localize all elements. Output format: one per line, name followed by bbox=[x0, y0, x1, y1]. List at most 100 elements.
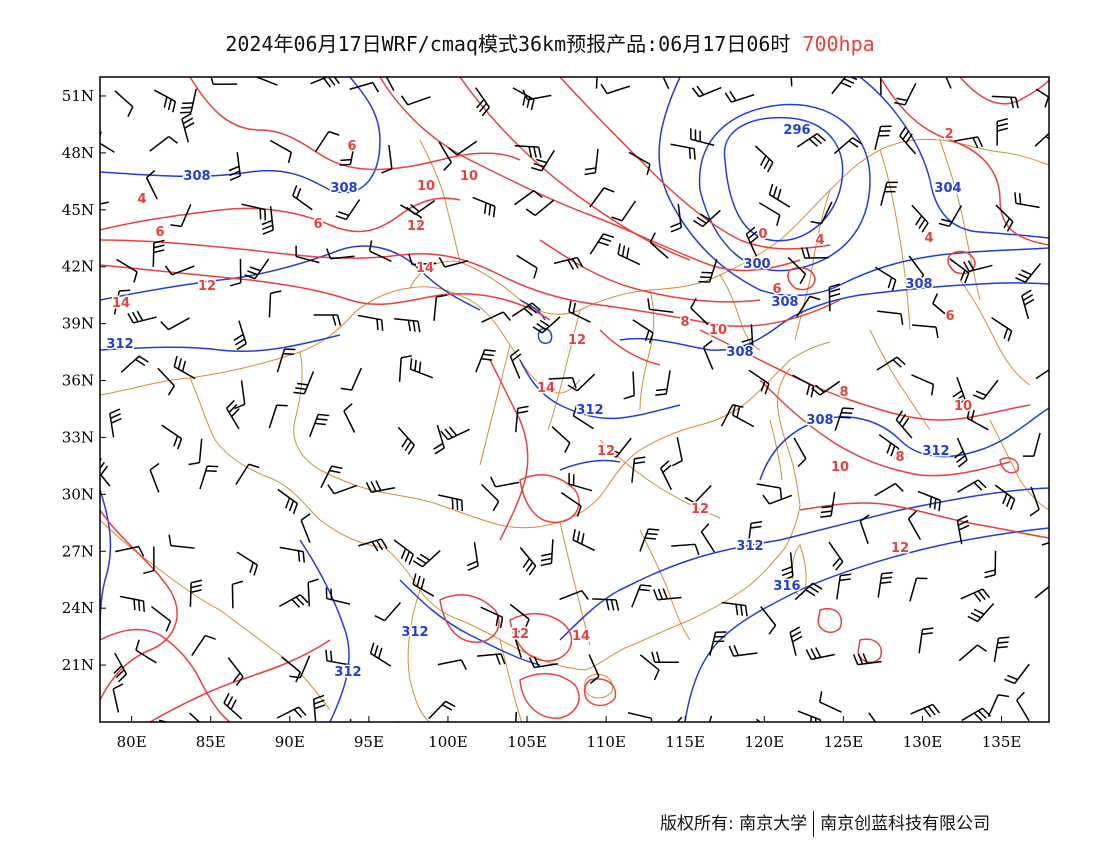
lat-tick-label: 39N bbox=[62, 315, 94, 333]
lon-tick-label: 120E bbox=[745, 733, 785, 751]
copyright-label: 版权所有: 南京大学 bbox=[660, 814, 808, 834]
wind-barb bbox=[295, 245, 320, 264]
wind-barb bbox=[748, 369, 770, 395]
temperature-label: 6 bbox=[347, 139, 356, 154]
height-label: 312 bbox=[106, 337, 133, 352]
wind-barb bbox=[234, 380, 246, 410]
wind-barb bbox=[991, 95, 1019, 109]
wind-barb bbox=[381, 144, 393, 174]
wind-barb bbox=[223, 692, 243, 720]
wind-barb bbox=[149, 462, 160, 493]
wind-barb bbox=[120, 355, 149, 373]
wind-barb bbox=[895, 410, 913, 439]
wind-barb bbox=[394, 317, 421, 333]
wind-barb bbox=[278, 594, 309, 608]
wind-barb bbox=[876, 356, 906, 371]
wind-barb bbox=[958, 644, 987, 662]
wind-barb bbox=[639, 654, 660, 681]
wind-barb bbox=[339, 140, 356, 166]
wind-barb bbox=[945, 77, 952, 89]
lat-tick-label: 21N bbox=[62, 656, 94, 674]
wind-barb bbox=[1014, 192, 1040, 209]
wind-barb bbox=[834, 407, 854, 432]
wind-barb bbox=[828, 541, 844, 571]
title-main: 2024年06月17日WRF/cmaq模式36km预报产品:06月17日06时 bbox=[225, 32, 791, 56]
wind-barb bbox=[670, 203, 683, 233]
wind-barb bbox=[745, 226, 760, 257]
wind-barb bbox=[307, 578, 319, 607]
wind-barb bbox=[1021, 289, 1035, 320]
wind-barb bbox=[511, 302, 541, 318]
wind-barb bbox=[702, 340, 714, 370]
wind-barb bbox=[158, 719, 170, 722]
wind-barb bbox=[691, 85, 722, 98]
wind-barb bbox=[810, 201, 833, 225]
wind-barb bbox=[600, 83, 631, 95]
wind-barb bbox=[448, 140, 478, 156]
temperature-label: 14 bbox=[416, 261, 434, 276]
wind-barb bbox=[433, 424, 445, 455]
wind-barb bbox=[611, 200, 637, 222]
wind-barb bbox=[397, 720, 400, 722]
wind-barb bbox=[475, 349, 496, 373]
wind-barb bbox=[836, 573, 852, 600]
wind-barb bbox=[113, 289, 131, 315]
wind-barb bbox=[1004, 663, 1030, 685]
wind-barb bbox=[276, 348, 296, 373]
wind-barb bbox=[724, 90, 755, 103]
wind-barb bbox=[649, 232, 669, 259]
temperature-contour-labels: 0 2 4 4 4 6 6 6 6 6 8 8 8 10 10 10 10 10 12 12 12 12 12 12 12 14 1… bbox=[110, 126, 973, 646]
wind-barb bbox=[588, 654, 600, 684]
wind-barb bbox=[228, 152, 242, 181]
wind-barb bbox=[831, 77, 858, 95]
wind-barb bbox=[112, 683, 124, 713]
wind-barb bbox=[116, 258, 138, 283]
wind-barb bbox=[966, 407, 989, 431]
wind-barb bbox=[793, 437, 807, 468]
wind-barb bbox=[490, 476, 520, 488]
wind-barb bbox=[956, 515, 970, 545]
temperature-label: 0 bbox=[758, 227, 767, 242]
wind-barb bbox=[693, 209, 721, 228]
wind-barb bbox=[911, 374, 935, 396]
wind-barb bbox=[438, 141, 452, 171]
height-label: 304 bbox=[934, 181, 961, 196]
wind-barb bbox=[406, 199, 436, 215]
wind-barb bbox=[1035, 368, 1049, 380]
wind-barb bbox=[760, 606, 777, 635]
temperature-label: 14 bbox=[572, 629, 590, 644]
wind-barb bbox=[828, 283, 841, 312]
height-label: 308 bbox=[771, 295, 798, 310]
wind-barb bbox=[1041, 541, 1049, 546]
wind-barb bbox=[762, 494, 793, 505]
height-contours bbox=[100, 77, 1049, 722]
wind-barb bbox=[560, 491, 582, 517]
wind-barb bbox=[595, 77, 598, 89]
wind-barb bbox=[647, 298, 674, 314]
height-label: 308 bbox=[806, 413, 833, 428]
wind-barb bbox=[269, 139, 292, 164]
wind-barb bbox=[991, 317, 1013, 342]
wind-barb bbox=[949, 257, 970, 284]
temperature-label: 8 bbox=[895, 450, 904, 465]
map-title: 2024年06月17日WRF/cmaq模式36km预报产品:06月17日06时 7… bbox=[0, 28, 1100, 57]
wind-barb bbox=[385, 77, 395, 92]
temperature-label: 6 bbox=[155, 225, 164, 240]
wind-barb bbox=[787, 256, 807, 285]
wind-barb bbox=[236, 551, 259, 576]
wind-barb bbox=[708, 715, 713, 722]
wind-barb bbox=[907, 510, 922, 541]
wind-barb bbox=[894, 83, 917, 106]
wind-barb bbox=[349, 81, 380, 93]
temperature-label: 12 bbox=[597, 444, 615, 459]
wind-barb bbox=[289, 655, 311, 679]
wind-barb bbox=[993, 636, 1010, 663]
wind-barb bbox=[797, 710, 822, 722]
wind-barb bbox=[241, 203, 267, 221]
wind-barb bbox=[440, 426, 470, 441]
wind-barb bbox=[153, 89, 177, 113]
temperature-label: 10 bbox=[831, 460, 849, 475]
wind-barb bbox=[428, 700, 456, 720]
wind-barb bbox=[530, 149, 555, 172]
boundary-lines bbox=[100, 138, 1049, 722]
